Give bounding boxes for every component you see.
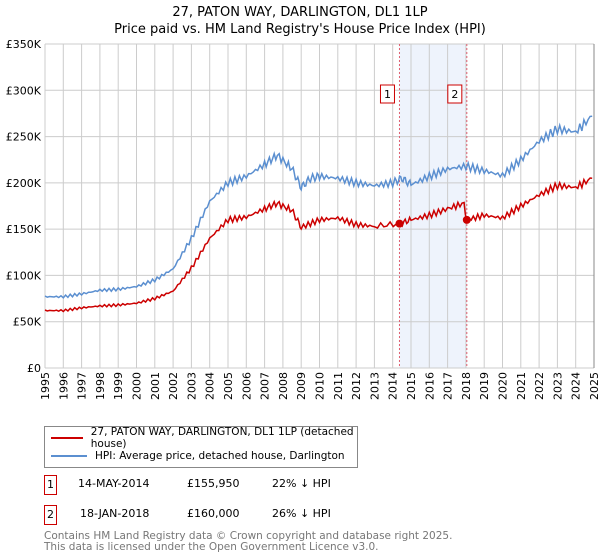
x-tick-label: 2024 (570, 372, 583, 400)
x-tick-label: 2013 (368, 372, 381, 400)
footer-line: Contains HM Land Registry data © Crown c… (44, 530, 453, 542)
x-tick-label: 2002 (167, 372, 180, 400)
x-tick-label: 2009 (295, 372, 308, 400)
x-tick-label: 2023 (551, 372, 564, 400)
table-row: 2 18-JAN-2018 £160,000 26% ↓ HPI (44, 505, 444, 525)
x-tick-label: 2006 (240, 372, 253, 400)
x-tick-label: 2007 (259, 372, 272, 400)
legend-item-hpi: HPI: Average price, detached house, Darl… (51, 448, 345, 464)
x-tick-label: 2010 (314, 372, 327, 400)
x-tick-label: 2001 (149, 372, 162, 400)
sale-price: £160,000 (187, 507, 240, 520)
x-tick-label: 1998 (94, 372, 107, 400)
legend-label: HPI: Average price, detached house, Darl… (95, 450, 345, 462)
blue-line-swatch (51, 455, 87, 457)
sale-price: £155,950 (187, 477, 240, 490)
sale-hpi-delta: 22% ↓ HPI (272, 477, 331, 490)
x-tick-label: 1997 (76, 372, 89, 400)
y-tick-label: £100K (6, 269, 42, 282)
x-tick-label: 2014 (387, 372, 400, 400)
red-line-swatch (51, 437, 83, 439)
legend-label: 27, PATON WAY, DARLINGTON, DL1 1LP (deta… (90, 426, 354, 450)
x-tick-label: 1999 (112, 372, 125, 400)
x-tick-label: 2018 (460, 372, 473, 400)
y-tick-label: £250K (6, 131, 42, 144)
table-row: 1 14-MAY-2014 £155,950 22% ↓ HPI (44, 475, 444, 495)
sale-marker-label: 1 (384, 88, 391, 101)
sale-marker-box (379, 84, 395, 104)
x-tick-label: 2020 (497, 372, 510, 400)
x-tick-label: 2016 (423, 372, 436, 400)
sale-point (462, 215, 471, 224)
title-line: 27, PATON WAY, DARLINGTON, DL1 1LP (172, 5, 428, 20)
x-tick-label: 2000 (131, 372, 144, 400)
x-tick-label: 2008 (277, 372, 290, 400)
x-tick-label: 1995 (39, 372, 52, 400)
x-tick-label: 2015 (405, 372, 418, 400)
y-tick-label: £150K (6, 223, 42, 236)
x-tick-label: 2025 (588, 372, 600, 400)
y-tick-label: £200K (6, 177, 42, 190)
sale-hpi-delta: 26% ↓ HPI (272, 507, 331, 520)
x-tick-label: 2021 (515, 372, 528, 400)
legend: 27, PATON WAY, DARLINGTON, DL1 1LP (deta… (44, 426, 358, 468)
x-tick-label: 2011 (332, 372, 345, 400)
x-tick-label: 2019 (478, 372, 491, 400)
series-line (44, 115, 593, 299)
sale-marker-box (447, 84, 463, 104)
x-tick-label: 2017 (442, 372, 455, 400)
sale-point (395, 219, 404, 228)
sale-marker-label: 2 (451, 88, 458, 101)
legend-item-property: 27, PATON WAY, DARLINGTON, DL1 1LP (deta… (51, 426, 357, 450)
x-tick-label: 1996 (57, 372, 70, 400)
chart-title: 27, PATON WAY, DARLINGTON, DL1 1LP Price… (0, 4, 600, 38)
series-line (44, 177, 593, 313)
y-tick-label: £0 (27, 362, 41, 375)
sale-marker-badge: 2 (44, 505, 57, 525)
sale-date: 14-MAY-2014 (78, 477, 150, 490)
footer: Contains HM Land Registry data © Crown c… (44, 531, 452, 553)
x-tick-label: 2012 (350, 372, 363, 400)
x-tick-label: 2004 (204, 372, 217, 400)
y-tick-label: £350K (6, 38, 42, 51)
y-tick-label: £300K (6, 84, 42, 97)
x-tick-label: 2022 (533, 372, 546, 400)
subtitle-line: Price paid vs. HM Land Registry's House … (114, 22, 486, 37)
y-tick-label: £50K (13, 316, 42, 329)
x-tick-label: 2005 (222, 372, 235, 400)
price-chart: 1995 1996 1997 1998 1999 2000 2001 2002 2003 2004… (6, 38, 600, 400)
x-tick-label: 2003 (185, 372, 198, 400)
sale-date: 18-JAN-2018 (80, 507, 150, 520)
footer-line: This data is licensed under the Open Gov… (44, 541, 379, 553)
sale-marker-badge: 1 (44, 475, 57, 495)
